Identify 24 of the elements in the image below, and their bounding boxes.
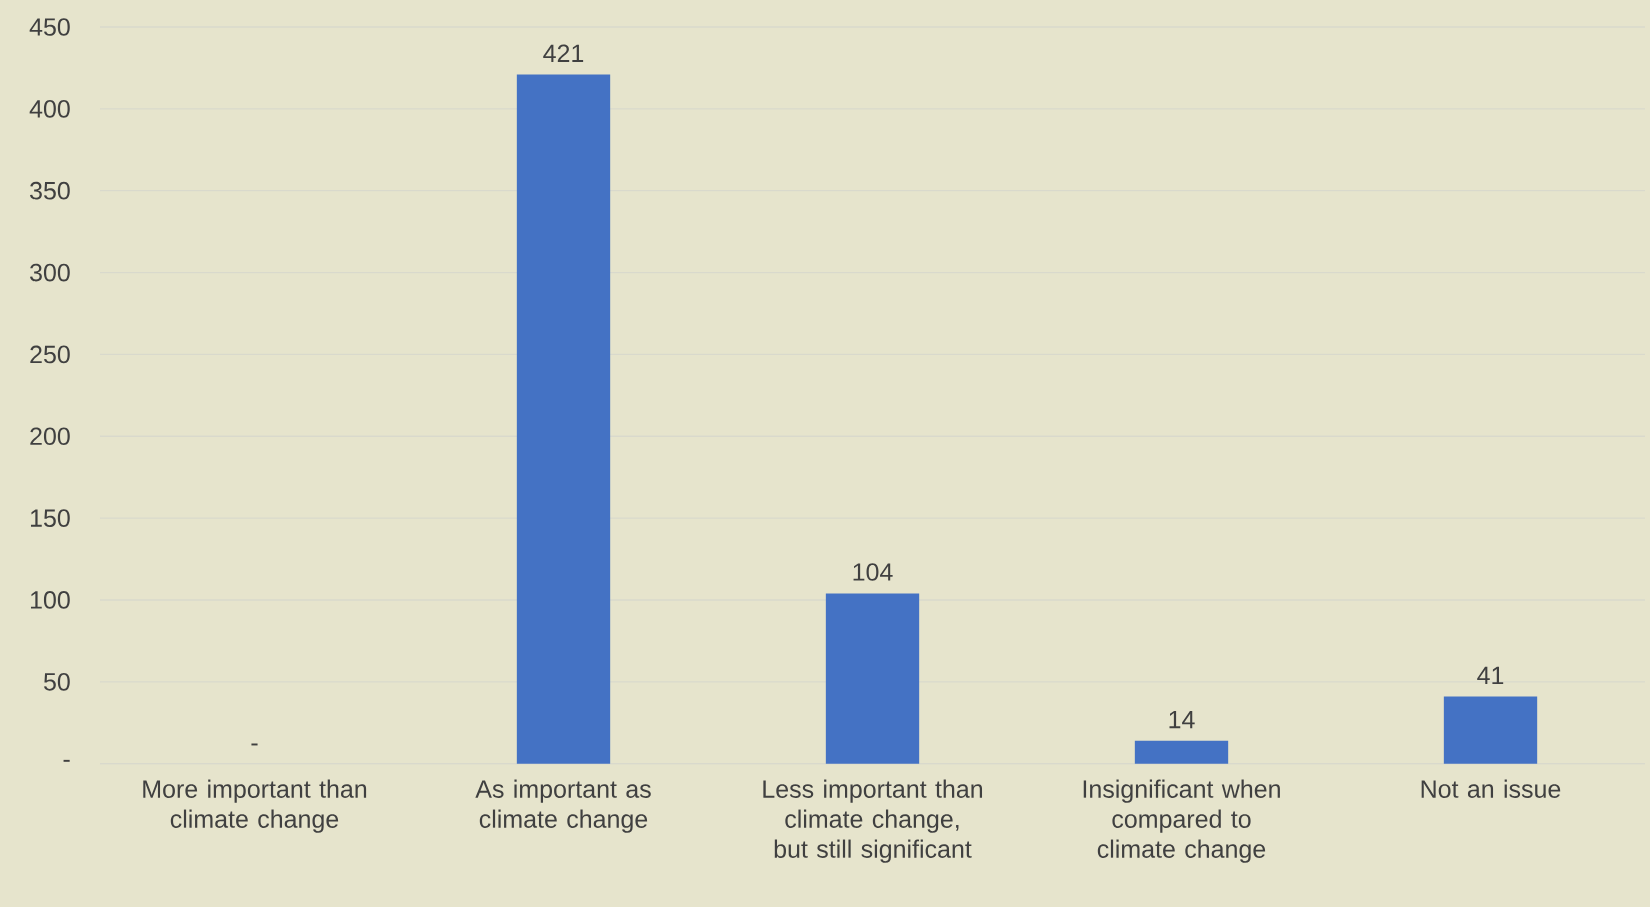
- data-label: 421: [543, 44, 584, 62]
- bar: [516, 74, 611, 764]
- y-tick-label: 250: [30, 345, 70, 364]
- y-tick-label: 50: [43, 672, 70, 691]
- y-tick-label: 350: [30, 181, 70, 200]
- data-label: 41: [1477, 666, 1504, 684]
- bar: [1443, 696, 1538, 764]
- data-label: 104: [853, 563, 893, 581]
- y-tick-label: -: [63, 759, 70, 762]
- bar: [825, 593, 920, 764]
- data-label: 14: [1169, 710, 1195, 729]
- y-tick-label: 450: [29, 18, 70, 36]
- x-tick-label: Not an issue: [1421, 779, 1561, 798]
- y-tick-label: 150: [30, 509, 70, 527]
- y-tick-label: 100: [30, 591, 70, 609]
- y-tick-label: 200: [30, 427, 70, 446]
- x-tick-label: Insignificant when compared to climate change: [1083, 779, 1280, 863]
- y-tick-label: 300: [30, 263, 70, 282]
- x-tick-label: More important than climate change: [143, 779, 367, 833]
- y-tick-label: 400: [29, 100, 70, 118]
- data-label: -: [251, 743, 258, 746]
- bar: [1134, 740, 1229, 764]
- x-tick-label: As important as climate change: [475, 779, 651, 833]
- x-tick-label: Less important than climate change, but still significant: [763, 779, 983, 863]
